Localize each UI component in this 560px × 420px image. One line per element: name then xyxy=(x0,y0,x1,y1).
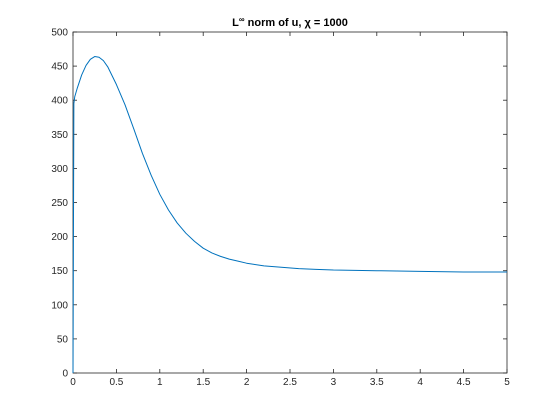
title-pre: L xyxy=(232,17,239,29)
chart-title: L∞ norm of u, χ = 1000 xyxy=(232,15,348,29)
y-tick-label: 500 xyxy=(51,28,68,39)
title-post: norm of u, χ = 1000 xyxy=(245,17,348,29)
x-tick-label: 2 xyxy=(244,377,250,388)
y-tick-label: 300 xyxy=(51,164,68,175)
x-tick-label: 3.5 xyxy=(370,377,384,388)
x-tick-label: 1.5 xyxy=(196,377,210,388)
x-tick-label: 3 xyxy=(331,377,337,388)
x-tick-label: 1 xyxy=(157,377,163,388)
x-tick-label: 0 xyxy=(70,377,76,388)
x-tick-label: 4 xyxy=(417,377,423,388)
y-tick-label: 0 xyxy=(62,369,68,380)
x-tick-label: 4.5 xyxy=(457,377,471,388)
y-tick-label: 350 xyxy=(51,130,68,141)
x-tick-label: 5 xyxy=(504,377,510,388)
plot-area xyxy=(72,31,508,374)
x-tick-label: 0.5 xyxy=(109,377,123,388)
y-tick-label: 150 xyxy=(51,266,68,277)
y-tick-label: 400 xyxy=(51,96,68,107)
x-tick-label: 2.5 xyxy=(283,377,297,388)
y-tick-label: 450 xyxy=(51,62,68,73)
axis-ticks: 0 0.5 1 1.5 2 2.5 3 3.5 4 4.5 50501001502002503003… xyxy=(51,28,510,389)
y-tick-label: 100 xyxy=(51,300,68,311)
title-sup: ∞ xyxy=(239,15,245,24)
series-line xyxy=(72,56,507,374)
y-tick-label: 50 xyxy=(57,334,69,345)
y-tick-label: 200 xyxy=(51,232,68,243)
y-tick-label: 250 xyxy=(51,198,68,209)
